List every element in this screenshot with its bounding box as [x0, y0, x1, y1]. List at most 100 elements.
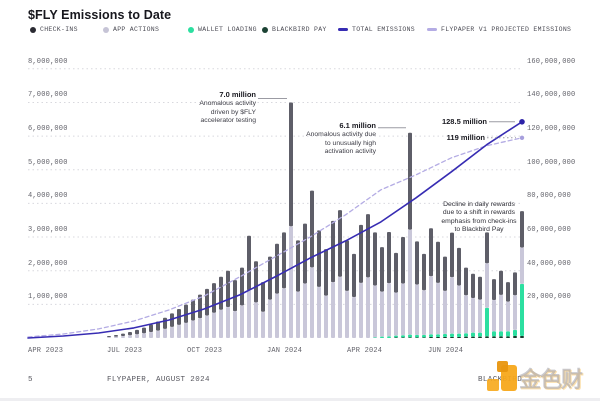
bar-segment-check_ins [261, 282, 265, 312]
bar-segment-app_actions [429, 276, 433, 335]
watermark: 金色财经 [475, 359, 597, 401]
bar-segment-wallet_loading [436, 334, 440, 337]
bottom-divider [0, 398, 600, 401]
bar-segment-check_ins [268, 256, 272, 300]
bar-segment-check_ins [254, 261, 258, 303]
legend-swatch-icon [103, 26, 109, 33]
bar-segment-app_actions [121, 335, 125, 338]
bar-segment-app_actions [128, 335, 132, 338]
x-axis-tick: APR 2023 [28, 347, 64, 355]
bar-segment-check_ins [478, 276, 482, 300]
bar-segment-app_actions [226, 307, 230, 338]
bar-segment-app_actions [338, 276, 342, 338]
legend-item-check-ins: CHECK-INS [30, 26, 78, 33]
bar-segment-blackbird_pay [513, 335, 517, 338]
bar-segment-check_ins [513, 272, 517, 296]
annotation-spike-7m: 7.0 million Anomalous activity driven by… [136, 90, 256, 126]
y-axis-tick-right: 120,000,000 [527, 125, 576, 134]
bar-segment-app_actions [212, 312, 216, 338]
y-axis-tick-right: 40,000,000 [527, 259, 572, 268]
x-axis-tick: JUN 2024 [428, 347, 464, 355]
bar-segment-check_ins [191, 299, 195, 321]
bar-segment-check_ins [135, 329, 139, 335]
bar-segment-app_actions [345, 290, 349, 338]
bar-segment-check_ins [156, 321, 160, 331]
y-axis-tick-right: 160,000,000 [527, 57, 576, 66]
bar-segment-app_actions [156, 330, 160, 338]
bar-segment-check_ins [366, 214, 370, 278]
bar-segment-app_actions [317, 286, 321, 338]
bar-segment-check_ins [422, 253, 426, 291]
legend-label: WALLET LOADING [198, 26, 257, 33]
bar-segment-app_actions [219, 309, 223, 338]
legend-item-wallet-loading: WALLET LOADING [188, 26, 257, 33]
bar-segment-check_ins [520, 211, 524, 248]
bar-segment-app_actions [240, 305, 244, 338]
bar-segment-app_actions [415, 284, 419, 335]
bar-segment-blackbird_pay [478, 336, 482, 338]
bar-segment-check_ins [219, 276, 223, 310]
bar-segment-check_ins [380, 247, 384, 292]
y-axis-tick-right: 100,000,000 [527, 158, 576, 167]
bar-segment-app_actions [485, 263, 489, 308]
bar-segment-app_actions [492, 299, 496, 332]
y-axis-tick-left: 1,000,000 [28, 293, 68, 302]
bar-segment-app_actions [478, 299, 482, 333]
y-axis-tick-right: 80,000,000 [527, 192, 572, 201]
bar-segment-check_ins [415, 241, 419, 285]
bar-segment-app_actions [184, 322, 188, 338]
bar-segment-check_ins [310, 190, 314, 268]
bar-segment-app_actions [177, 324, 181, 338]
bar-segment-check_ins [387, 232, 391, 284]
bar-segment-blackbird_pay [443, 336, 447, 338]
bar-segment-blackbird_pay [506, 336, 510, 338]
bar-segment-blackbird_pay [436, 336, 440, 338]
footer-doc-label: FLYPAPER, AUGUST 2024 [107, 376, 210, 384]
bar-segment-check_ins [282, 232, 286, 289]
bar-segment-app_actions [394, 292, 398, 336]
bar-segment-check_ins [394, 252, 398, 293]
bar-segment-blackbird_pay [429, 336, 433, 338]
y-axis-tick-left: 2,000,000 [28, 259, 68, 268]
bar-segment-check_ins [233, 280, 237, 312]
bar-segment-check_ins [107, 335, 111, 337]
page-title: $FLY Emissions to Date [28, 8, 172, 22]
bar-segment-app_actions [436, 282, 440, 335]
legend-label: APP ACTIONS [113, 26, 160, 33]
bar-segment-check_ins [443, 256, 447, 291]
bar-segment-app_actions [233, 311, 237, 338]
legend-item-flypaper-v1-projected-emissions: FLYPAPER V1 PROJECTED EMISSIONS [427, 26, 571, 33]
bar-segment-app_actions [296, 291, 300, 338]
bar-segment-app_actions [422, 290, 426, 335]
bar-segment-app_actions [464, 295, 468, 334]
legend-item-total-emissions: TOTAL EMISSIONS [338, 26, 415, 33]
annotation-decline: Decline in daily rewards due to a shift … [441, 201, 517, 234]
bar-segment-check_ins [149, 324, 153, 332]
bar-segment-blackbird_pay [499, 336, 503, 338]
bar-segment-wallet_loading [478, 332, 482, 337]
bar-segment-check_ins [128, 331, 132, 336]
annotation-spike-6m: 6.1 million Anomalous activity due to un… [246, 121, 376, 157]
bar-segment-check_ins [436, 241, 440, 283]
legend-swatch-icon [30, 26, 36, 33]
bar-segment-app_actions [506, 301, 510, 332]
bar-segment-check_ins [471, 273, 475, 298]
bar-segment-app_actions [205, 315, 209, 338]
bar-segment-app_actions [401, 283, 405, 336]
bar-segment-wallet_loading [394, 335, 398, 338]
bar-segment-wallet_loading [492, 331, 496, 337]
bar-segment-check_ins [429, 228, 433, 277]
bar-segment-wallet_loading [422, 334, 426, 338]
x-axis-tick: APR 2024 [347, 347, 383, 355]
bar-segment-wallet_loading [415, 334, 419, 338]
bar-segment-app_actions [450, 277, 454, 334]
bar-segment-wallet_loading [380, 336, 384, 338]
bar-segment-blackbird_pay [422, 337, 426, 338]
legend-swatch-icon [262, 26, 268, 33]
bar-segment-app_actions [310, 267, 314, 338]
bar-segment-app_actions [324, 295, 328, 338]
watermark-logo-block-icon [497, 361, 508, 372]
annotation-projected-end: 119 million [395, 133, 485, 142]
legend-swatch-icon [338, 28, 348, 31]
